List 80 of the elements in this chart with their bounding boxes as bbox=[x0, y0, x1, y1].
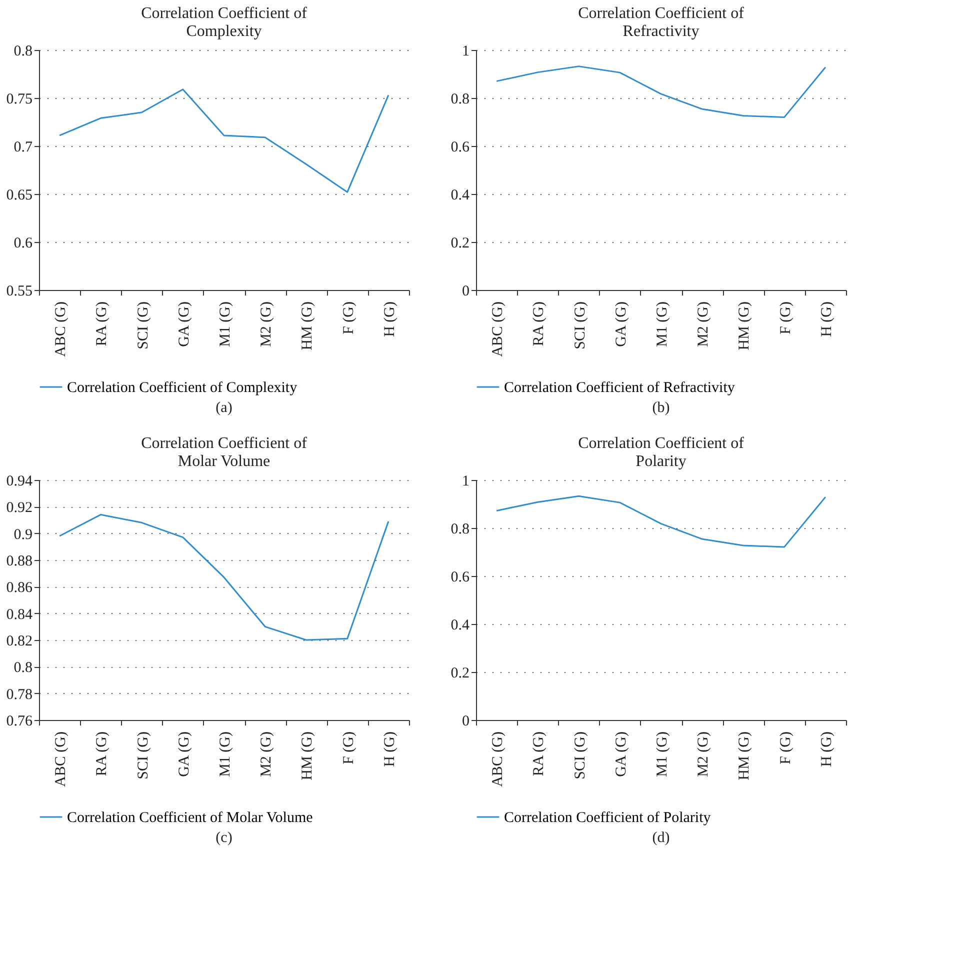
y-tick-label: 0.94 bbox=[6, 474, 33, 490]
y-tick-label: 0.92 bbox=[6, 500, 32, 516]
x-tick-label: SCI (G) bbox=[135, 302, 152, 350]
x-tick-label: M1 (G) bbox=[218, 302, 234, 347]
legend-label: Correlation Coefficient of Refractivity bbox=[504, 380, 736, 396]
y-tick-label: 0.86 bbox=[6, 580, 33, 596]
x-tick-label: ABC (G) bbox=[53, 302, 70, 357]
x-tick-label: SCI (G) bbox=[572, 732, 588, 780]
x-tick-label: ABC (G) bbox=[53, 732, 70, 787]
y-tick-label: 0.4 bbox=[450, 188, 470, 204]
y-tick-label: 1 bbox=[462, 474, 470, 490]
x-tick-label: HM (G) bbox=[300, 732, 316, 780]
x-tick-label: M1 (G) bbox=[654, 732, 670, 777]
line-series bbox=[496, 66, 826, 118]
x-tick-label: M2 (G) bbox=[696, 302, 712, 347]
y-tick-label: 1 bbox=[462, 44, 470, 60]
y-tick-label: 0.8 bbox=[14, 44, 32, 60]
y-tick-label: 0.2 bbox=[450, 236, 470, 252]
x-tick-label: F (G) bbox=[778, 302, 794, 334]
chart-title: Correlation Coefficient of Refractivity bbox=[578, 5, 745, 40]
y-tick-label: 0.76 bbox=[6, 714, 33, 730]
x-tick-label: M2 (G) bbox=[258, 732, 275, 777]
x-tick-label: RA (G) bbox=[531, 302, 548, 346]
x-tick-label: M1 (G) bbox=[654, 302, 670, 347]
y-tick-label: 0.8 bbox=[14, 660, 32, 676]
y-tick-label: 0 bbox=[462, 284, 470, 300]
x-tick-label: M2 (G) bbox=[258, 302, 275, 347]
y-tick-label: 0.88 bbox=[6, 554, 32, 570]
y-tick-label: 0.4 bbox=[450, 618, 470, 634]
chart-title: Correlation Coefficient of Molar Volume bbox=[141, 435, 308, 470]
x-tick-label: SCI (G) bbox=[572, 302, 588, 350]
y-tick-label: 0.65 bbox=[6, 188, 32, 204]
x-tick-label: H (G) bbox=[818, 731, 835, 767]
y-tick-label: 0.75 bbox=[6, 92, 32, 108]
x-tick-label: RA (G) bbox=[94, 302, 110, 346]
y-tick-label: 0.55 bbox=[6, 284, 32, 300]
x-tick-label: F (G) bbox=[340, 732, 357, 764]
x-tick-label: GA (G) bbox=[613, 732, 630, 777]
y-tick-label: 0.84 bbox=[6, 606, 33, 623]
y-tick-label: 0.9 bbox=[14, 526, 32, 543]
x-tick-label: F (G) bbox=[340, 302, 357, 334]
x-tick-label: GA (G) bbox=[613, 302, 630, 347]
text: (c) bbox=[216, 830, 232, 846]
x-tick-label: RA (G) bbox=[531, 732, 548, 776]
x-tick-label: M2 (G) bbox=[696, 732, 712, 777]
line-series bbox=[58, 88, 390, 193]
x-tick-label: M1 (G) bbox=[218, 732, 234, 777]
legend-label: Correlation Coefficient of Polarity bbox=[504, 810, 712, 826]
y-tick-label: 0.82 bbox=[6, 634, 32, 650]
x-tick-label: RA (G) bbox=[94, 732, 110, 776]
x-tick-label: SCI (G) bbox=[135, 732, 152, 780]
y-tick-label: 0.8 bbox=[450, 522, 470, 538]
chart-title: Correlation Coefficient of Complexity bbox=[141, 5, 308, 40]
chart-title: Correlation Coefficient of Polarity bbox=[578, 435, 745, 470]
x-tick-label: HM (G) bbox=[300, 302, 316, 350]
x-tick-label: ABC (G) bbox=[490, 302, 506, 357]
line-series bbox=[496, 495, 826, 548]
legend-label: Correlation Coefficient of Molar Volume bbox=[67, 810, 314, 826]
y-tick-label: 0.6 bbox=[450, 570, 470, 586]
legend-label: Correlation Coefficient of Complexity bbox=[67, 380, 298, 396]
x-tick-label: H (G) bbox=[382, 731, 398, 767]
x-tick-label: HM (G) bbox=[736, 302, 753, 350]
line-series bbox=[58, 514, 390, 641]
y-tick-label: 0.78 bbox=[6, 686, 32, 703]
y-tick-label: 0.2 bbox=[450, 666, 470, 682]
y-tick-label: 0.7 bbox=[14, 140, 33, 156]
x-tick-label: H (G) bbox=[382, 301, 398, 337]
text: (d) bbox=[652, 830, 670, 846]
text: (a) bbox=[216, 400, 232, 416]
x-tick-label: H (G) bbox=[818, 301, 835, 337]
y-tick-label: 0.6 bbox=[14, 236, 33, 252]
x-tick-label: ABC (G) bbox=[490, 732, 506, 787]
y-tick-label: 0.6 bbox=[450, 140, 470, 156]
x-tick-label: GA (G) bbox=[176, 732, 192, 777]
x-tick-label: HM (G) bbox=[736, 732, 753, 780]
x-tick-label: F (G) bbox=[778, 732, 794, 764]
y-tick-label: 0.8 bbox=[450, 92, 470, 108]
text: (b) bbox=[652, 400, 670, 416]
y-tick-label: 0 bbox=[462, 714, 470, 730]
x-tick-label: GA (G) bbox=[176, 302, 192, 347]
